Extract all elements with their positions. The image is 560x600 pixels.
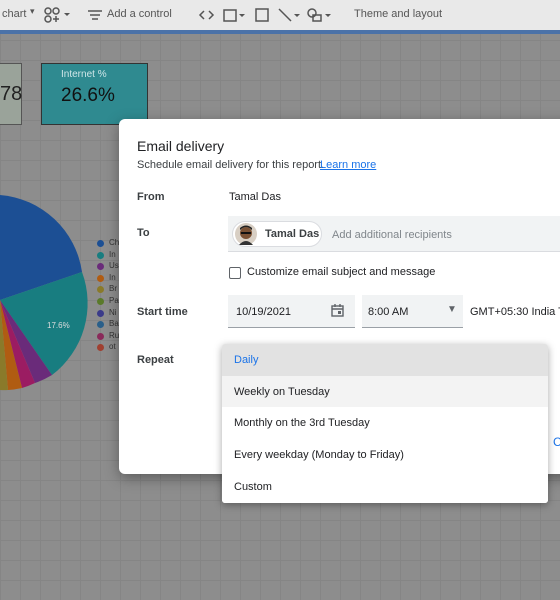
toolbar-icons[interactable] bbox=[198, 7, 338, 23]
date-field[interactable] bbox=[228, 295, 355, 328]
legend-swatch bbox=[97, 240, 104, 247]
legend-swatch bbox=[97, 274, 104, 282]
calendar-icon[interactable] bbox=[331, 304, 344, 317]
scorecard-label: Internet % bbox=[61, 69, 107, 80]
legend-swatch bbox=[97, 251, 104, 259]
scorecard-value: 26.6% bbox=[61, 85, 115, 106]
toolbar-border bbox=[0, 30, 560, 34]
menu-option[interactable]: Weekly on Tuesday bbox=[222, 375, 548, 408]
legend-label: Br bbox=[109, 284, 117, 294]
chart-icon[interactable] bbox=[44, 7, 72, 23]
dropdown-arrow: ▾ bbox=[30, 6, 35, 16]
menu-option[interactable]: Monthly on the 3rd Tuesday bbox=[222, 407, 548, 440]
from-label: From bbox=[137, 191, 165, 203]
legend-label: In bbox=[109, 249, 116, 259]
timezone[interactable]: GMT+05:30 India T bbox=[470, 306, 560, 318]
legend-swatch bbox=[97, 344, 104, 352]
recipient-name: Tamal Das bbox=[265, 228, 320, 240]
pie-chart: 17.6% bbox=[0, 195, 88, 391]
repeat-menu: Daily Weekly on Tuesday Monthly on the 3rd… bbox=[222, 344, 548, 503]
legend-label: Ru bbox=[109, 330, 120, 340]
pie-slice-label: 17.6% bbox=[47, 321, 70, 330]
avatar bbox=[235, 223, 257, 245]
from-value: Tamal Das bbox=[229, 191, 281, 203]
legend-label: Us bbox=[109, 261, 119, 271]
scorecard bbox=[41, 63, 148, 125]
legend-label: In bbox=[109, 272, 116, 282]
legend-label: Ni bbox=[109, 307, 117, 317]
dialog-title: Email delivery bbox=[137, 138, 225, 154]
control-icon[interactable] bbox=[87, 9, 103, 21]
cancel-button[interactable]: C bbox=[553, 435, 560, 449]
legend-swatch bbox=[97, 321, 104, 329]
dropdown-arrow: ▼ bbox=[447, 304, 457, 315]
toolbar-button[interactable]: Theme and layout bbox=[354, 8, 443, 20]
checkbox[interactable] bbox=[229, 267, 241, 279]
learn-more-link[interactable]: Learn more bbox=[320, 159, 377, 171]
menu-option[interactable]: Every weekday (Monday to Friday) bbox=[222, 439, 548, 472]
legend-swatch bbox=[97, 263, 104, 271]
start-time-label: Start time bbox=[137, 306, 188, 318]
repeat-label: Repeat bbox=[137, 354, 174, 366]
recipient-placeholder[interactable]: Add additional recipients bbox=[332, 229, 452, 241]
legend-label: ot bbox=[109, 342, 116, 352]
legend-label: Pa bbox=[109, 296, 119, 305]
scorecard bbox=[0, 63, 22, 125]
checkbox-label[interactable]: Customize email subject and message bbox=[247, 266, 436, 278]
legend-label: Ch bbox=[109, 238, 120, 247]
time-value: 8:00 AM bbox=[368, 306, 409, 318]
scorecard-value: 78 bbox=[0, 83, 23, 105]
toolbar-button[interactable]: Add a control bbox=[107, 8, 172, 20]
legend-swatch bbox=[97, 332, 104, 340]
to-label: To bbox=[137, 227, 150, 239]
legend-swatch bbox=[97, 298, 104, 305]
menu-option[interactable]: Daily bbox=[222, 344, 548, 376]
legend-label: Ba bbox=[109, 319, 119, 329]
time-field[interactable] bbox=[362, 295, 463, 328]
toolbar-button[interactable]: chart bbox=[2, 8, 27, 20]
menu-option[interactable]: Custom bbox=[222, 470, 548, 503]
legend-swatch bbox=[97, 286, 104, 294]
dialog-subtitle: Schedule email delivery for this report. bbox=[137, 159, 325, 171]
legend-swatch bbox=[97, 309, 104, 317]
date-value: 10/19/2021 bbox=[236, 306, 292, 318]
